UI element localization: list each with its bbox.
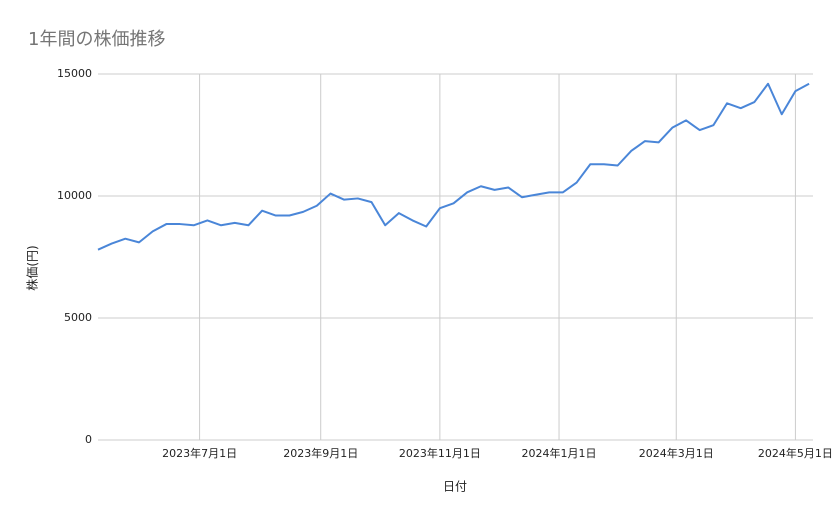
x-tick-label: 2024年1月1日 bbox=[522, 446, 597, 460]
x-tick-label: 2023年7月1日 bbox=[162, 446, 237, 460]
x-tick-label: 2023年11月1日 bbox=[399, 446, 481, 460]
y-tick-label: 15000 bbox=[57, 67, 92, 80]
line-series bbox=[97, 82, 810, 251]
x-tick-label: 2024年3月1日 bbox=[639, 446, 714, 460]
y-tick-label: 10000 bbox=[57, 189, 92, 202]
y-axis-label: 株価(円) bbox=[25, 245, 40, 290]
x-tick-label: 2023年9月1日 bbox=[283, 446, 358, 460]
y-tick-label: 5000 bbox=[64, 311, 92, 324]
x-axis-label: 日付 bbox=[443, 480, 467, 494]
x-tick-label: 2024年5月1日 bbox=[758, 446, 833, 460]
chart-title: 1年間の株価推移 bbox=[28, 29, 165, 50]
y-tick-label: 0 bbox=[85, 433, 92, 446]
